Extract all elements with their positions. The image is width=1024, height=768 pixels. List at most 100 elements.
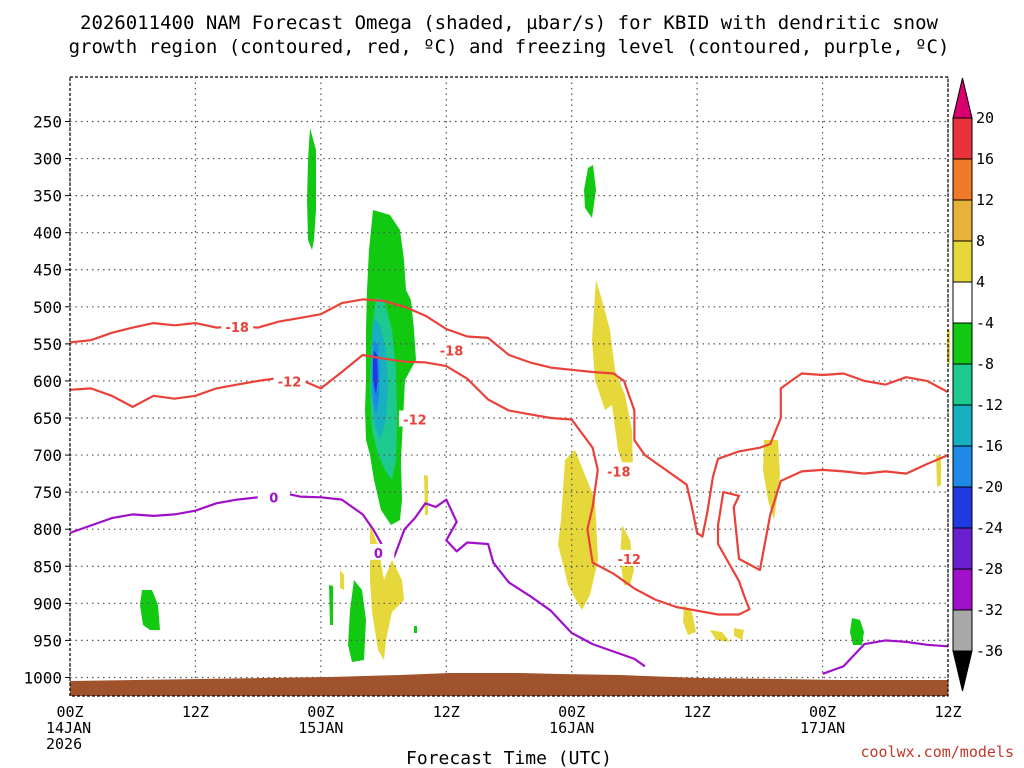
y-tick-label: 300	[33, 150, 62, 169]
y-tick-label: 450	[33, 261, 62, 280]
x-tick-label: 12Z	[182, 703, 209, 721]
contours: -18 -12 0 -18 -12 -18 -12 0	[69, 298, 949, 675]
colorbar-label: -20	[976, 478, 1003, 496]
colorbar-segment	[952, 240, 973, 283]
colorbar-label: 16	[976, 150, 994, 168]
colorbar: 20 16 12 8 4 -4 -8 -12 -16 -20 -24 -28 -32 -36	[952, 77, 1003, 692]
colorbar-segment	[952, 158, 973, 201]
plot-frame	[69, 76, 949, 697]
contour-label: -18	[225, 321, 249, 336]
contour-label-bg	[273, 372, 306, 389]
y-tick-label: 750	[33, 483, 62, 502]
colorbar-label: 20	[976, 109, 994, 127]
colorbar-label: -32	[976, 601, 1003, 619]
omega-patch-positive	[936, 455, 941, 487]
plot-frame-bg	[70, 77, 948, 696]
omega-patch-negative	[414, 626, 417, 633]
colorbar-segment	[952, 404, 973, 447]
y-tick-label: 550	[33, 335, 62, 354]
y-tick-label: 400	[33, 224, 62, 243]
contour-label: -12	[278, 376, 302, 391]
colorbar-segment	[952, 609, 973, 652]
y-tick-label: 650	[33, 409, 62, 428]
omega-patch-positive	[683, 605, 696, 635]
omega-patch-positive	[592, 280, 633, 480]
omega-patch-negative	[348, 580, 366, 662]
colorbar-label: -28	[976, 560, 1003, 578]
y-tick-label: 950	[33, 631, 62, 650]
colorbar-segment	[952, 322, 973, 365]
colorbar-label: -8	[976, 355, 994, 373]
colorbar-segment	[952, 117, 973, 160]
colorbar-label: -16	[976, 437, 1003, 455]
contour-label: -18	[440, 345, 464, 360]
colorbar-label: -4	[976, 314, 994, 332]
x-tick-label: 14JAN	[46, 719, 91, 737]
x-tick-label: 00Z	[307, 703, 334, 721]
colorbar-label: 8	[976, 232, 985, 250]
y-tick-label: 900	[33, 594, 62, 613]
contour-label-bg	[398, 410, 431, 427]
contour-label-bg	[435, 341, 468, 358]
contour-label-bg	[257, 488, 290, 505]
colorbar-segment	[952, 527, 973, 570]
omega-patch-positive	[710, 630, 730, 642]
x-tick-label: 00Z	[809, 703, 836, 721]
contour-label: -12	[617, 553, 641, 568]
colorbar-segment	[952, 281, 973, 324]
x-axis-title: Forecast Time (UTC)	[406, 748, 612, 768]
plot-area: -18 -12 0 -18 -12 -18 -12 0	[69, 76, 950, 697]
omega-patch-negative	[307, 128, 316, 250]
terrain	[70, 673, 948, 696]
contour-label: 0	[269, 491, 278, 506]
x-tick-label: 2026	[46, 735, 82, 753]
contour-line	[69, 353, 949, 616]
contour-label-bg	[613, 549, 646, 566]
y-tick-label: 250	[33, 112, 62, 131]
omega-patch-negative	[140, 590, 160, 630]
title-line-2: growth region (contoured, red, ºC) and f…	[69, 36, 950, 58]
x-tick-label: 12Z	[934, 703, 961, 721]
title-line-1: 2026011400 NAM Forecast Omega (shaded, µ…	[80, 12, 938, 34]
colorbar-triangle-bottom	[952, 650, 973, 692]
contour-label-bg	[362, 543, 395, 560]
omega-patch-positive	[340, 570, 344, 590]
omega-patch-positive	[558, 450, 598, 610]
colorbar-label: -12	[976, 396, 1003, 414]
colorbar-label: 4	[976, 273, 985, 291]
omega-patch-negative	[329, 585, 333, 625]
y-tick-label: 500	[33, 298, 62, 317]
colorbar-segment	[952, 199, 973, 242]
colorbar-segment	[952, 363, 973, 406]
x-tick-label: 17JAN	[800, 719, 845, 737]
colorbar-label: -24	[976, 519, 1003, 537]
y-tick-label: 700	[33, 446, 62, 465]
x-tick-label: 16JAN	[549, 719, 594, 737]
contour-label: 0	[374, 547, 383, 562]
x-tick-label: 15JAN	[298, 719, 343, 737]
colorbar-segment	[952, 568, 973, 611]
contour-label-bg	[602, 462, 635, 479]
contour-label: -12	[403, 413, 427, 428]
omega-patch-negative	[850, 618, 864, 645]
credit-text: coolwx.com/models	[860, 743, 1014, 761]
contour-line	[822, 639, 949, 675]
x-tick-label: 00Z	[56, 703, 83, 721]
colorbar-segment	[952, 445, 973, 488]
contour-label: -18	[607, 465, 631, 480]
omega-patch-negative	[584, 165, 596, 218]
y-axis: 250 300 350 400 450 500 550 600 650 700 750 800 850 9…	[23, 112, 70, 687]
colorbar-label: -36	[976, 642, 1003, 660]
colorbar-segment	[952, 486, 973, 529]
y-tick-label: 800	[33, 520, 62, 539]
colorbar-label: 12	[976, 191, 994, 209]
contour-line	[69, 491, 646, 668]
y-tick-label: 600	[33, 372, 62, 391]
x-tick-label: 12Z	[684, 703, 711, 721]
omega-patch-negative	[373, 350, 378, 395]
x-tick-label: 12Z	[433, 703, 460, 721]
omega-patch-positive	[734, 628, 744, 640]
colorbar-triangle-top	[952, 77, 973, 119]
